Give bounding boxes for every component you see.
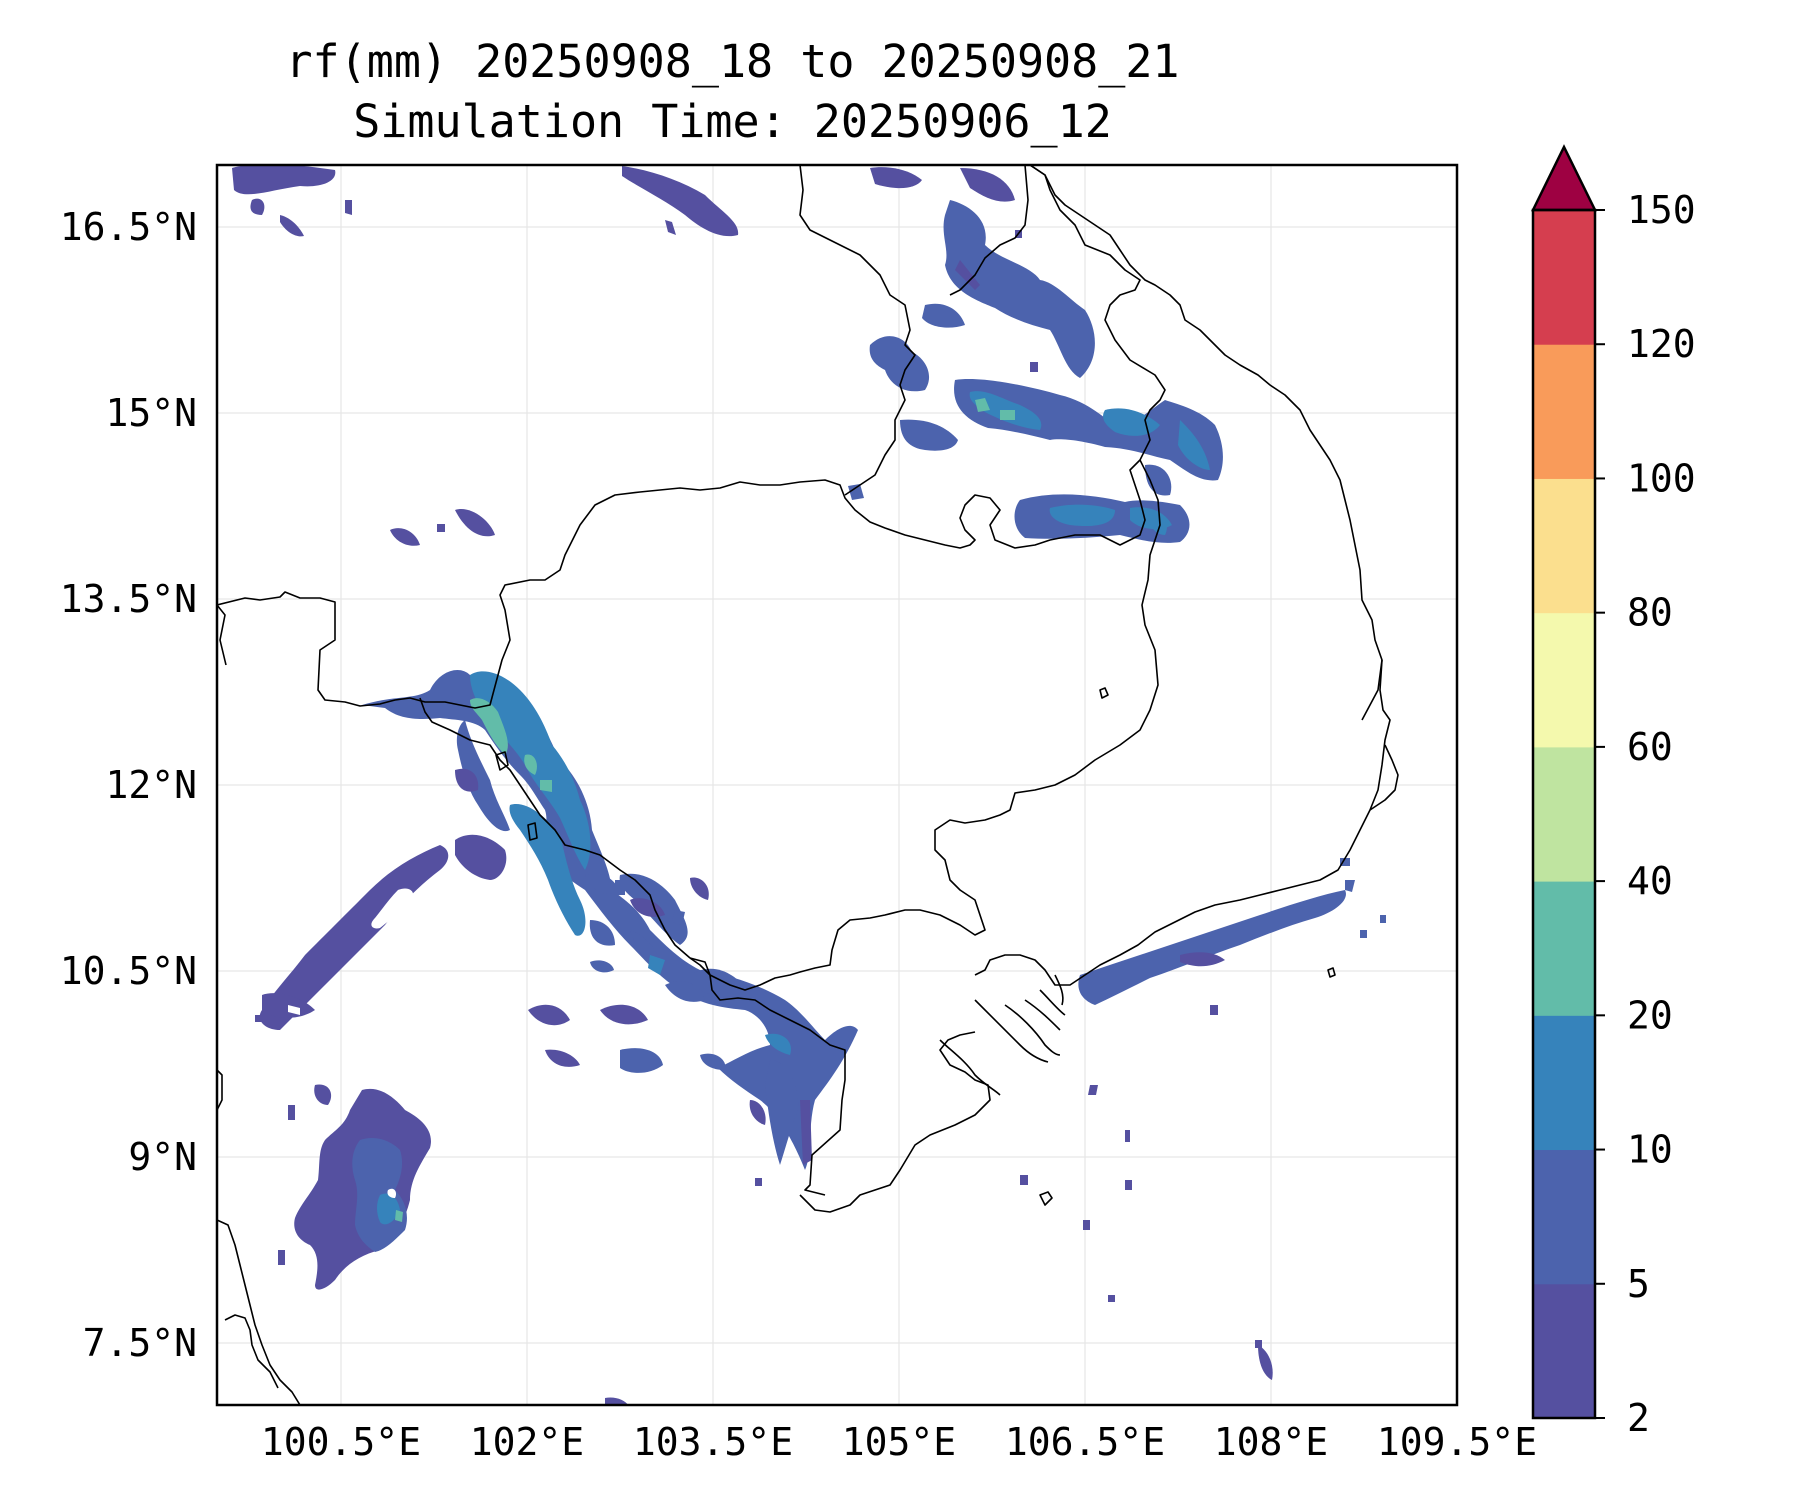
map-panel: 100.5°E 102°E 103.5°E 105°E 106.5°E 108°E 109.… (60, 163, 1537, 1464)
rain-cells-north (232, 165, 1223, 543)
colorbar-band (1533, 478, 1595, 614)
lon-tick-label: 102°E (470, 1420, 584, 1464)
colorbar-band (1533, 612, 1595, 748)
lat-tick-label: 9°N (128, 1135, 197, 1179)
colorbar-tick-label: 60 (1627, 725, 1673, 769)
lon-tick-label: 100.5°E (261, 1420, 421, 1464)
colorbar-ticks: 2 5 10 20 40 60 80 100 120 150 (1595, 188, 1696, 1440)
lat-tick-label: 16.5°N (60, 205, 197, 249)
lat-tick-label: 7.5°N (83, 1321, 197, 1365)
map-frame (215, 163, 1459, 1407)
colorbar-band (1533, 1149, 1595, 1285)
longitude-ticks: 100.5°E 102°E 103.5°E 105°E 106.5°E 108°E 109.… (261, 1420, 1537, 1464)
colorbar-tick-label: 10 (1627, 1128, 1673, 1172)
rain-cells-west (362, 509, 858, 1186)
colorbar-tick-label: 5 (1627, 1262, 1650, 1306)
lon-tick-label: 103.5°E (633, 1420, 793, 1464)
lon-tick-label: 106.5°E (1005, 1420, 1165, 1464)
colorbar-band (1533, 1283, 1595, 1419)
colorbar-tick-label: 40 (1627, 859, 1673, 903)
lat-tick-label: 12°N (105, 763, 197, 807)
colorbar: 2 5 10 20 40 60 80 100 120 150 (1530, 144, 1696, 1440)
lat-tick-label: 10.5°N (60, 949, 197, 993)
colorbar-band (1533, 881, 1595, 1016)
colorbar-tick-label: 150 (1627, 188, 1696, 232)
lon-tick-label: 108°E (1214, 1420, 1328, 1464)
rainfall-field (232, 165, 1386, 1405)
colorbar-tick-label: 80 (1627, 591, 1673, 635)
colorbar-extend-arrow (1530, 144, 1598, 212)
title-line-1: rf(mm) 20250908_18 to 20250908_21 (285, 35, 1180, 88)
colorbar-frame (1531, 208, 1597, 1420)
colorbar-band (1533, 1015, 1595, 1151)
colorbar-band (1533, 210, 1595, 345)
rain-cells-southwest (278, 1084, 431, 1290)
lon-tick-label: 105°E (842, 1420, 956, 1464)
lon-tick-label: 109.5°E (1377, 1420, 1537, 1464)
colorbar-band (1533, 344, 1595, 479)
colorbar-tick-label: 100 (1627, 456, 1696, 500)
rain-band-gulf (255, 845, 449, 1030)
gridlines (217, 165, 1458, 1405)
colorbar-bands (1533, 210, 1595, 1419)
map-title: rf(mm) 20250908_18 to 20250908_21 Simula… (0, 32, 1465, 152)
colorbar-band (1533, 746, 1595, 882)
colorbar-tick-label: 20 (1627, 993, 1673, 1037)
lat-tick-label: 13.5°N (60, 577, 197, 621)
colorbar-tick-label: 120 (1627, 322, 1696, 366)
lat-tick-label: 15°N (105, 391, 197, 435)
colorbar-tick-label: 2 (1627, 1396, 1650, 1440)
latitude-ticks: 16.5°N 15°N 13.5°N 12°N 10.5°N 9°N 7.5°N (60, 205, 197, 1365)
coastlines-borders (217, 165, 1399, 1405)
title-line-2: Simulation Time: 20250906_12 (353, 95, 1112, 148)
rain-cells-southeast (605, 858, 1386, 1405)
